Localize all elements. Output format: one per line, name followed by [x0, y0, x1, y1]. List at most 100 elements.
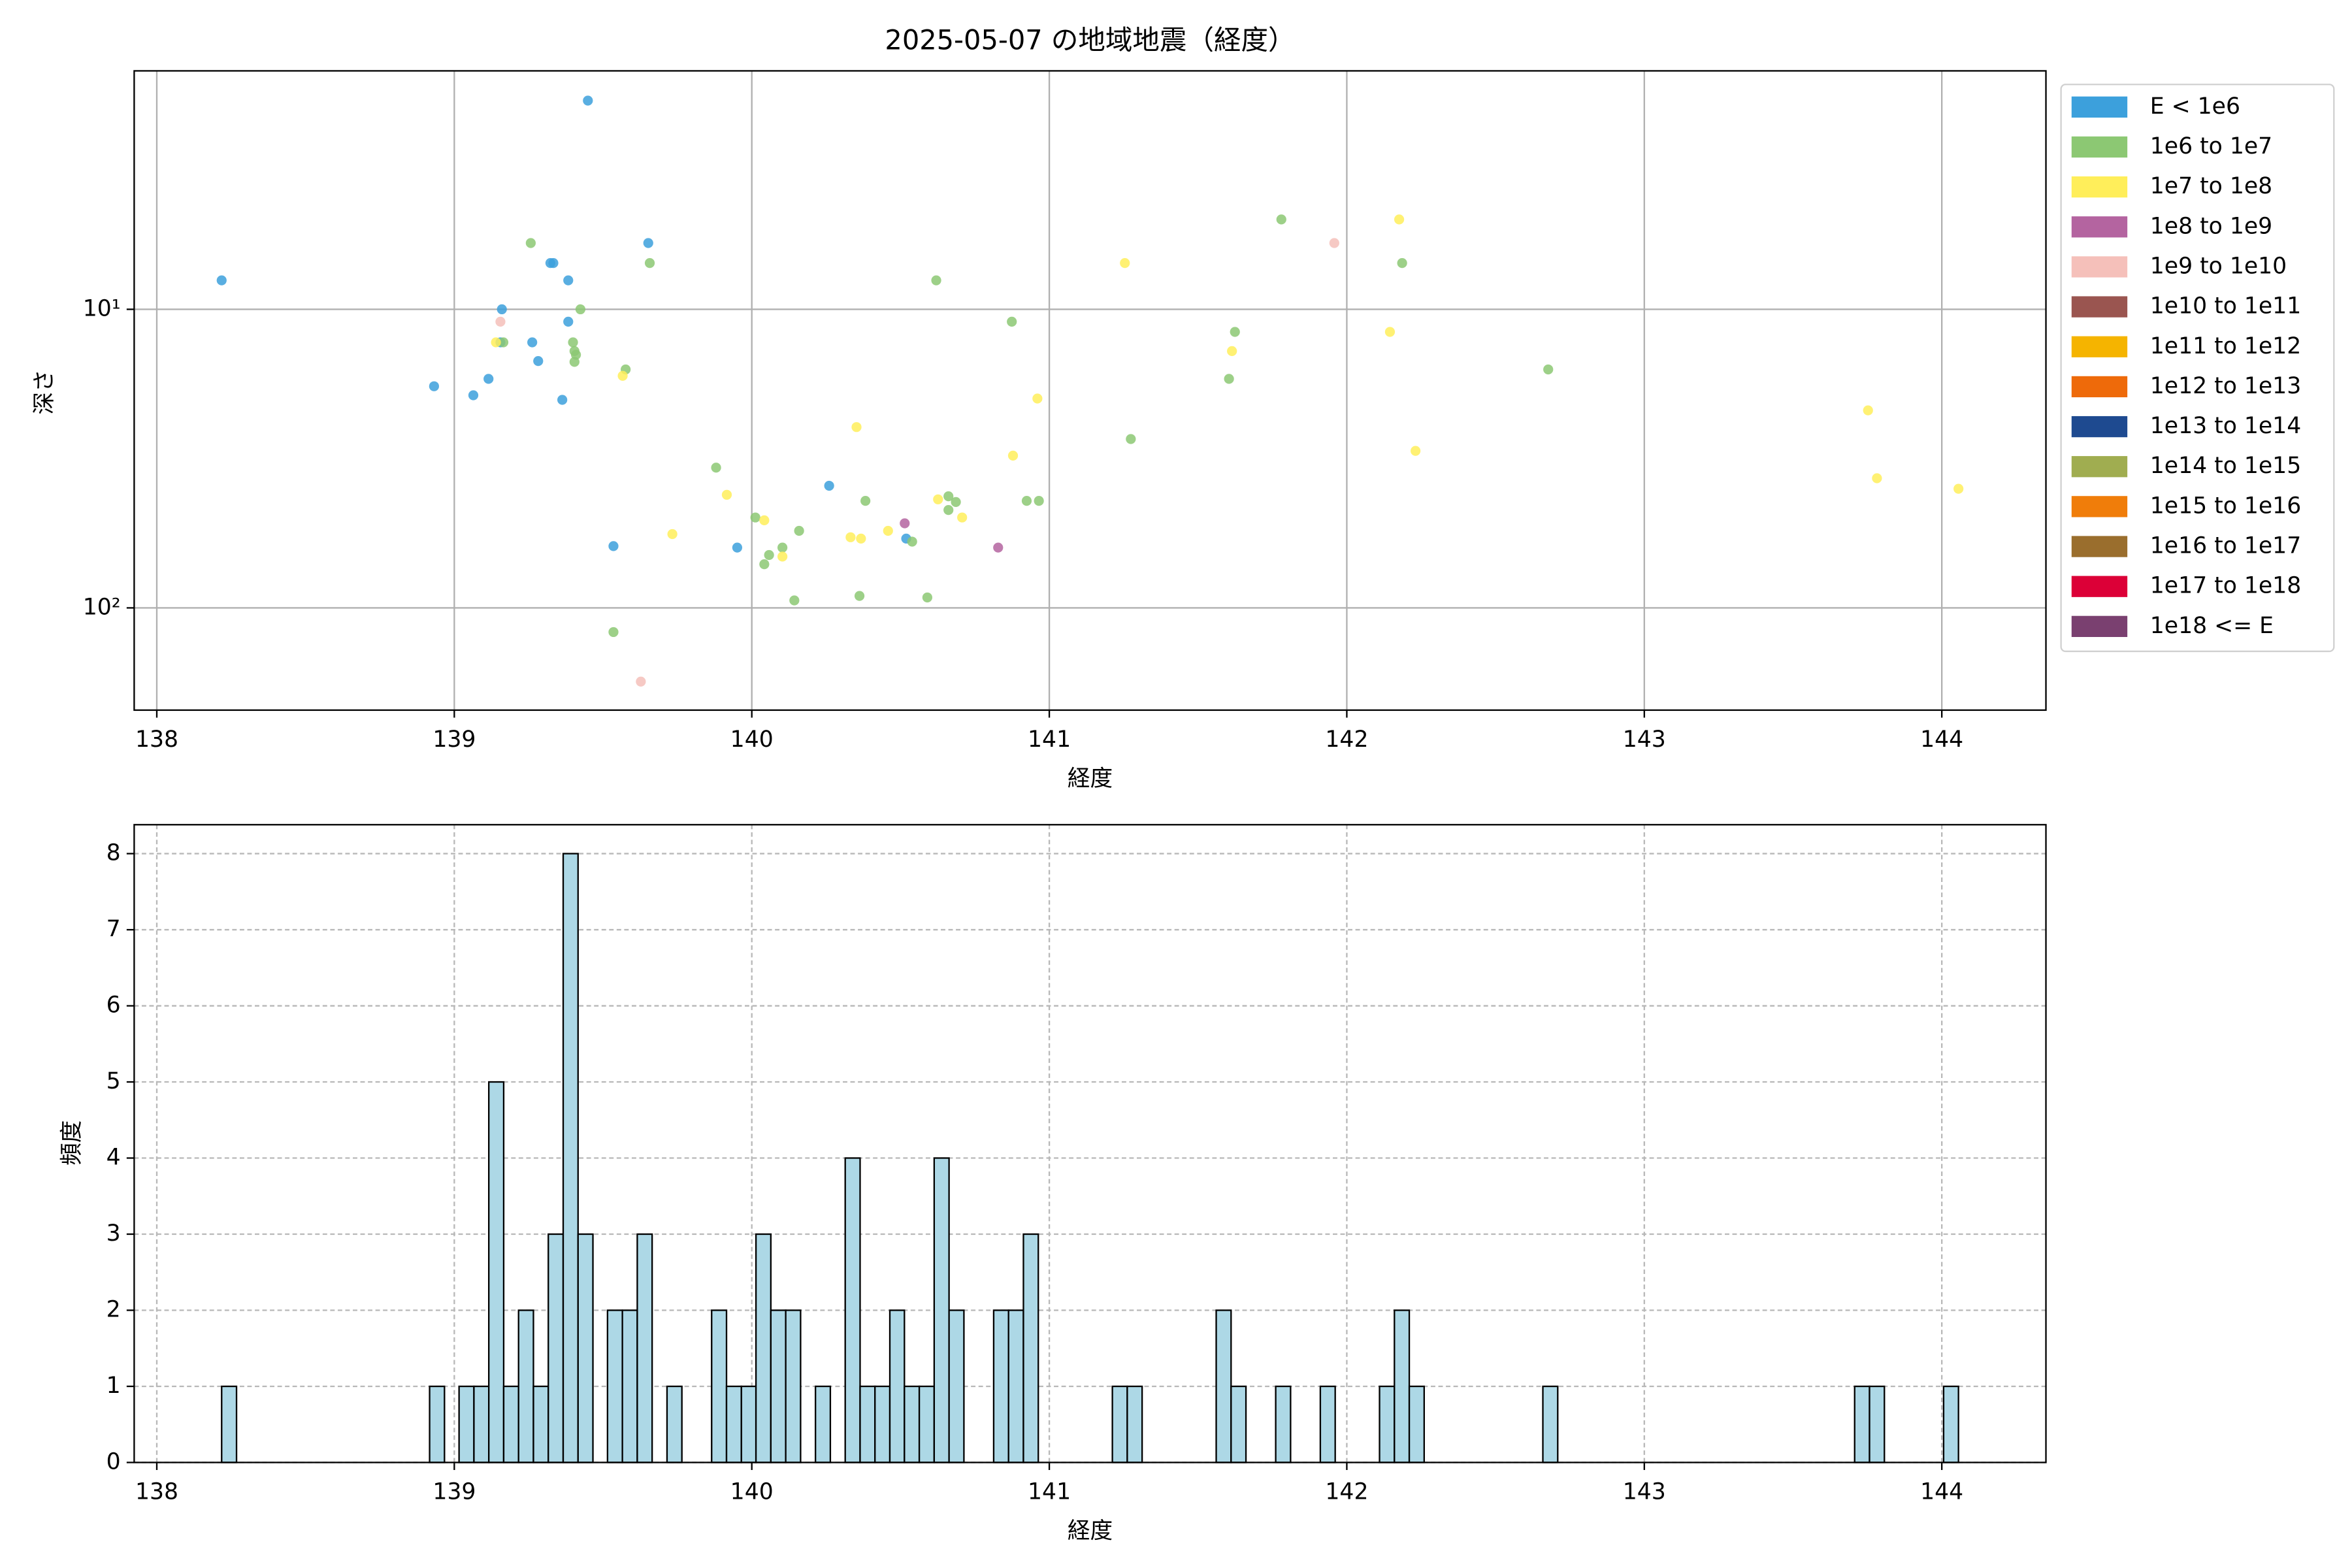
legend-swatch: [2071, 216, 2128, 238]
y-tick-label: 7: [106, 916, 121, 942]
bar: [221, 1385, 238, 1463]
point: [860, 495, 871, 506]
bar: [621, 1309, 638, 1463]
point: [1224, 374, 1234, 384]
point: [750, 512, 760, 523]
point: [1329, 238, 1339, 248]
y-tick-label: 4: [106, 1145, 121, 1171]
bar: [577, 1233, 594, 1463]
point: [1953, 483, 1964, 494]
point: [1276, 214, 1286, 225]
bar: [785, 1309, 802, 1463]
point: [993, 542, 1004, 553]
bar: [889, 1309, 906, 1463]
bar: [948, 1309, 965, 1463]
bar: [770, 1309, 787, 1463]
point: [794, 525, 804, 536]
legend-label: E < 1e6: [2150, 93, 2240, 120]
bar: [502, 1385, 519, 1463]
bar: [1869, 1385, 1886, 1463]
x-tick-label: 140: [730, 1479, 774, 1505]
bar: [740, 1385, 757, 1463]
bar: [1942, 1385, 1959, 1463]
point: [608, 627, 619, 638]
bar: [904, 1385, 921, 1463]
x-tick-label: 139: [433, 1479, 476, 1505]
bar: [859, 1385, 876, 1463]
bar: [815, 1385, 832, 1463]
point: [568, 337, 578, 348]
point: [1872, 473, 1882, 483]
bar: [1007, 1309, 1024, 1463]
legend-swatch: [2071, 176, 2128, 198]
legend-label: 1e10 to 1e11: [2150, 293, 2301, 319]
bar: [458, 1385, 475, 1463]
bar: [429, 1385, 446, 1463]
point: [789, 595, 800, 606]
x-tick-label: 144: [1920, 1479, 1963, 1505]
x-axis-label: 経度: [1068, 1518, 1113, 1544]
legend-swatch: [2071, 576, 2128, 597]
point: [563, 275, 574, 286]
bar: [532, 1385, 549, 1463]
plot-frame: [133, 824, 2047, 1463]
legend-swatch: [2071, 615, 2128, 637]
point: [575, 304, 586, 315]
point: [583, 95, 593, 106]
bar: [1408, 1385, 1425, 1463]
legend-label: 1e7 to 1e8: [2150, 173, 2272, 199]
point: [764, 549, 774, 561]
bar: [636, 1233, 653, 1463]
bar: [562, 853, 579, 1463]
point: [951, 497, 961, 508]
point: [1230, 327, 1240, 337]
point: [527, 337, 538, 348]
legend-label: 1e12 to 1e13: [2150, 373, 2301, 399]
legend-swatch: [2071, 376, 2128, 398]
bar: [1275, 1385, 1292, 1463]
x-tick-label: 144: [1920, 727, 1963, 753]
point: [1021, 495, 1032, 506]
point: [557, 395, 568, 405]
legend-label: 1e8 to 1e9: [2150, 213, 2272, 239]
point: [533, 355, 544, 367]
point: [1411, 446, 1421, 456]
bar: [517, 1309, 534, 1463]
point: [468, 390, 479, 400]
chart-title: 2025-05-07 の地域地震（経度）: [885, 24, 1295, 56]
point: [732, 542, 743, 553]
point: [643, 238, 653, 248]
point: [856, 533, 866, 544]
y-axis-label: 深さ: [31, 369, 57, 414]
bar: [1319, 1385, 1336, 1463]
bar: [1230, 1385, 1247, 1463]
bar: [1394, 1309, 1411, 1463]
bar: [755, 1233, 772, 1463]
point: [617, 370, 628, 381]
legend-swatch: [2071, 136, 2128, 158]
legend-label: 1e16 to 1e17: [2150, 533, 2301, 559]
legend-swatch: [2071, 496, 2128, 517]
y-tick-label: 1: [106, 1373, 121, 1399]
point: [491, 337, 501, 348]
point: [1227, 346, 1237, 356]
point: [1032, 393, 1043, 404]
bar: [918, 1385, 936, 1463]
point: [1394, 214, 1405, 225]
point: [1384, 327, 1396, 337]
point: [922, 592, 932, 603]
bar: [1126, 1385, 1143, 1463]
x-tick-label: 142: [1325, 1479, 1368, 1505]
point: [957, 512, 968, 523]
x-tick-label: 143: [1623, 1479, 1666, 1505]
bar: [473, 1385, 490, 1463]
x-tick-label: 141: [1028, 727, 1071, 753]
legend-swatch: [2071, 456, 2128, 478]
bar: [1379, 1385, 1396, 1463]
bar: [606, 1309, 623, 1463]
legend-label: 1e13 to 1e14: [2150, 413, 2301, 439]
point: [569, 357, 580, 367]
